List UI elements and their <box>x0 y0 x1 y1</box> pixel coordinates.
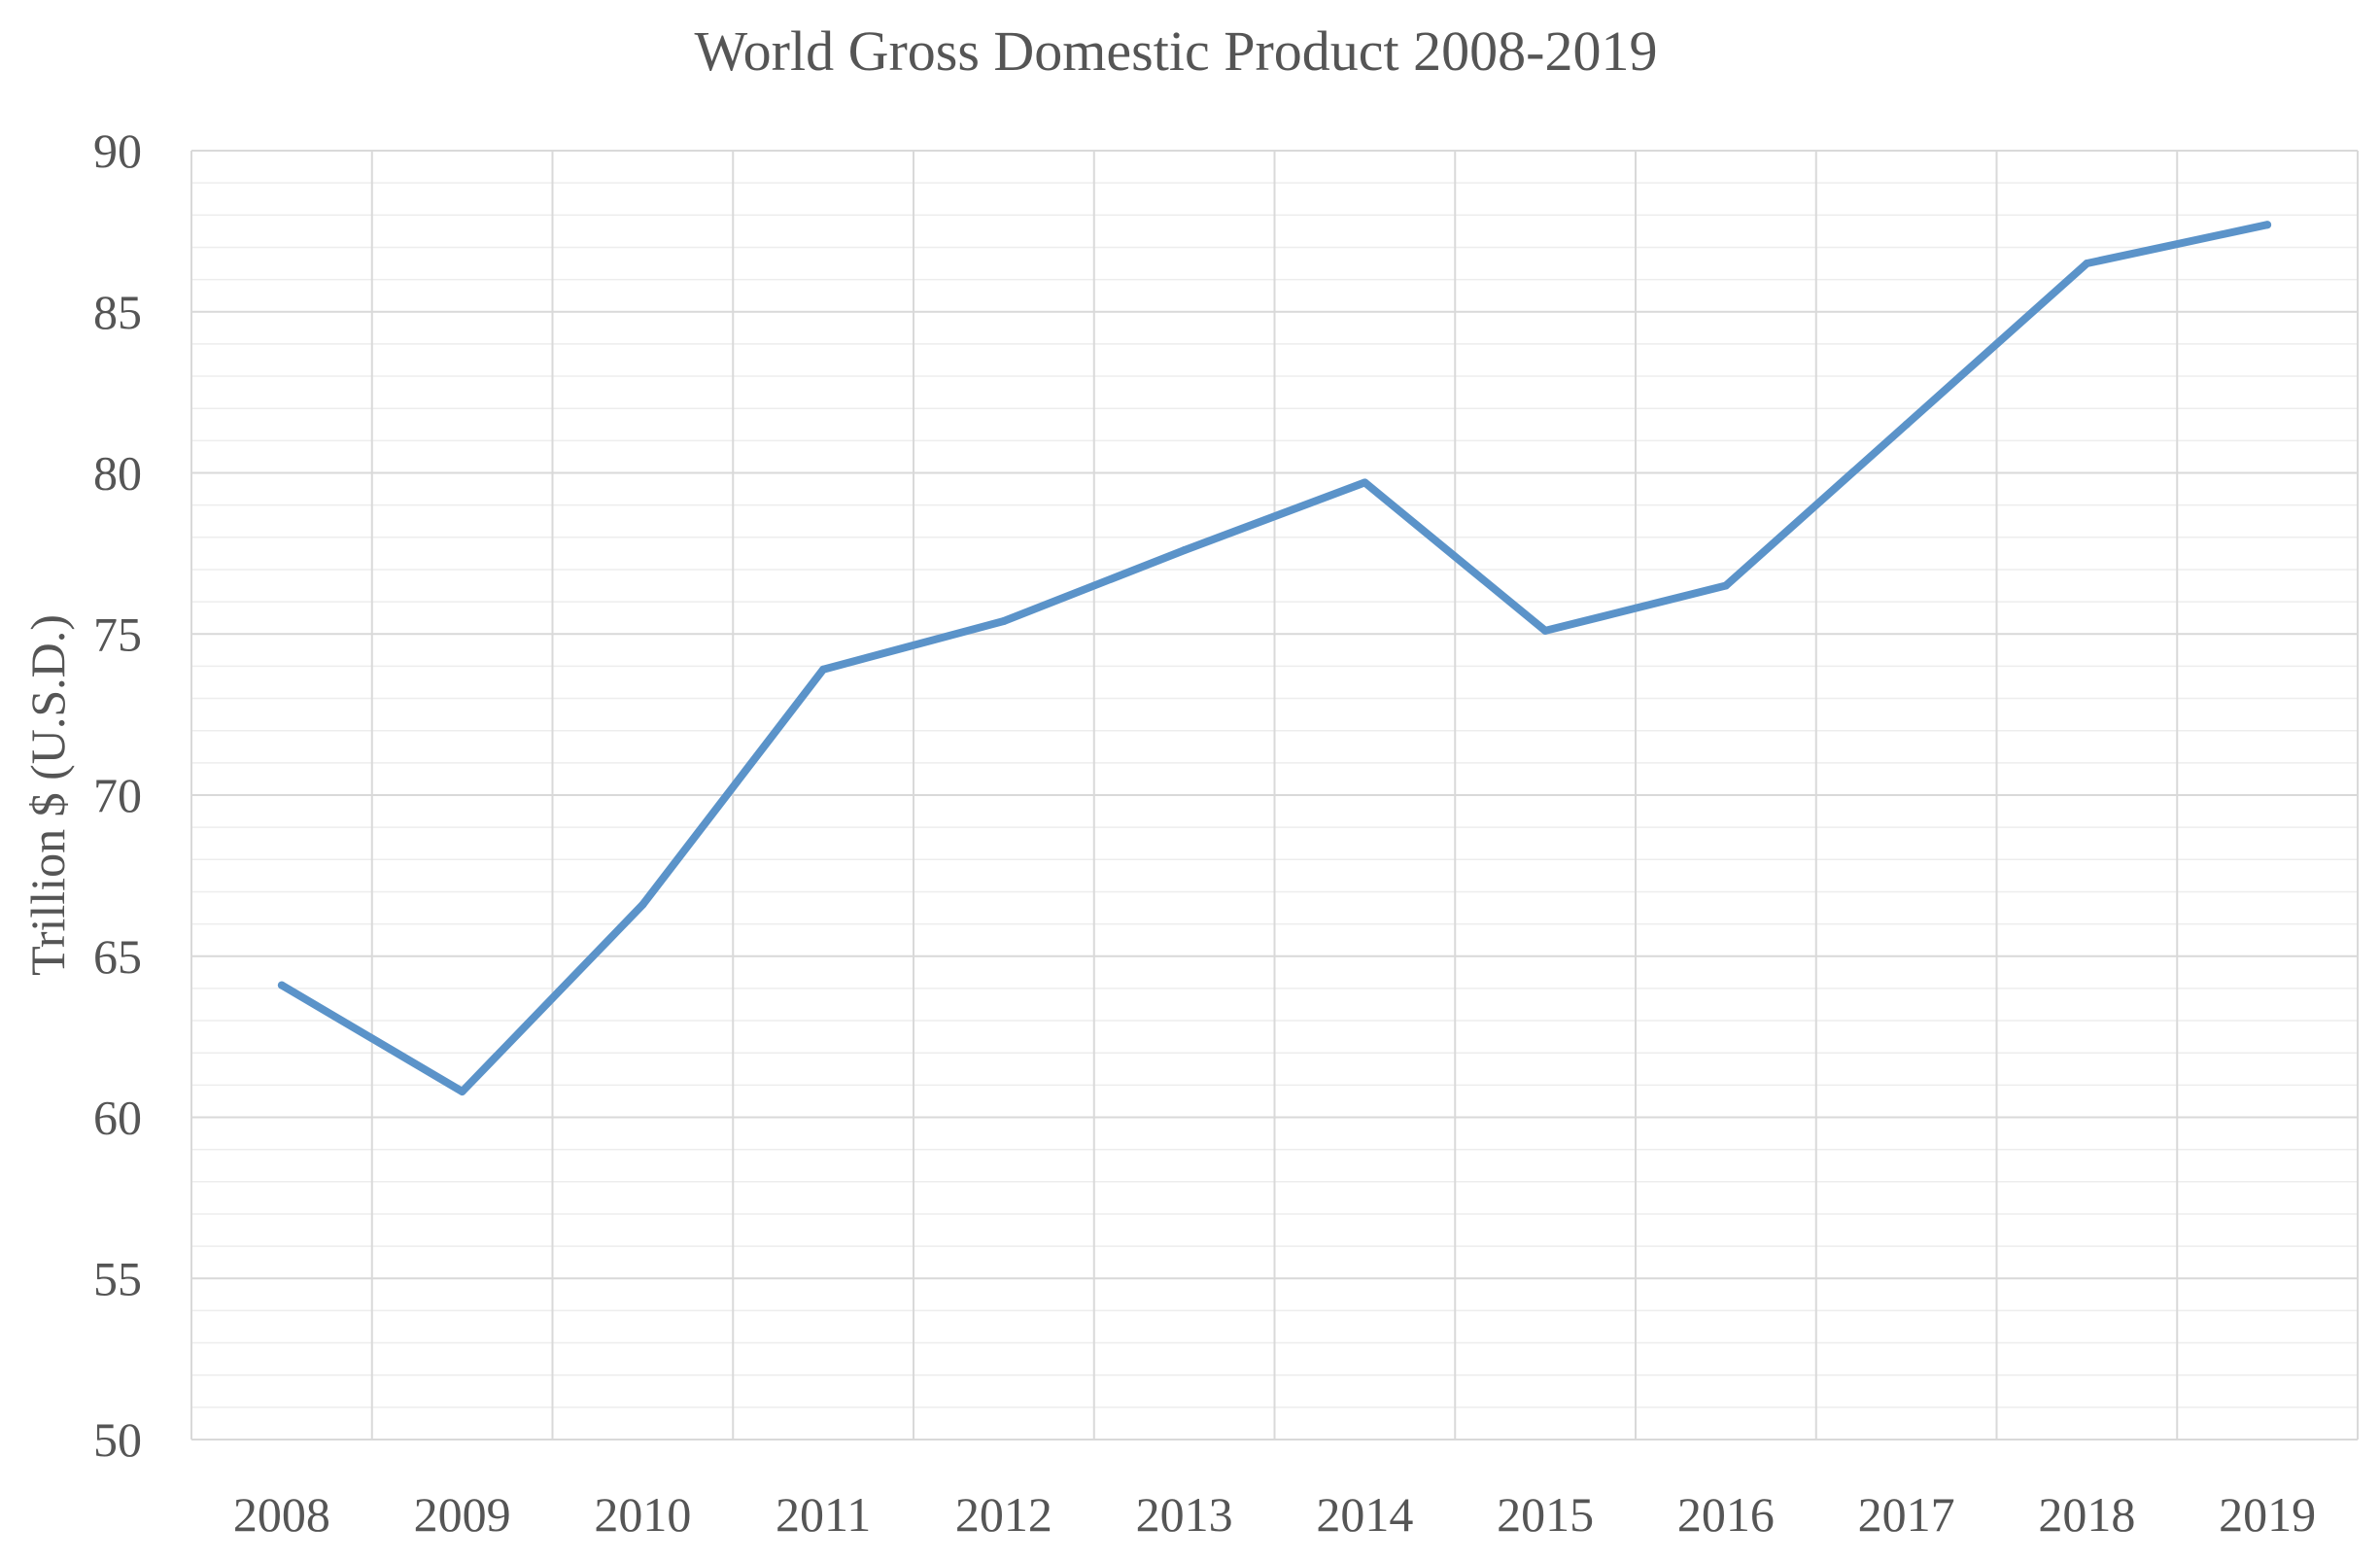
x-tick-label: 2016 <box>1677 1487 1775 1542</box>
data-point <box>1541 626 1550 635</box>
x-tick-label: 2011 <box>776 1487 871 1542</box>
x-tick-label: 2014 <box>1316 1487 1413 1542</box>
x-axis-ticks: 2008 2009 2010 2011 2012 2013 2014 2015 2016 2017… <box>233 1487 2316 1542</box>
y-tick-label: 90 <box>93 123 142 178</box>
chart-title: World Gross Domestic Product 2008-2019 <box>695 19 1658 83</box>
y-axis-label: Trillion $ (U.S.D.) <box>20 614 75 976</box>
grid <box>190 150 2359 1441</box>
data-point <box>2263 221 2272 229</box>
data-point <box>638 900 647 909</box>
x-tick-label: 2019 <box>2219 1487 2316 1542</box>
y-tick-label: 85 <box>93 285 142 339</box>
y-tick-label: 80 <box>93 446 142 501</box>
x-tick-label: 2008 <box>233 1487 330 1542</box>
data-point <box>277 981 286 989</box>
data-point <box>999 616 1008 625</box>
data-point <box>1721 581 1730 590</box>
x-tick-label: 2017 <box>1858 1487 1955 1542</box>
x-tick-label: 2018 <box>2038 1487 2135 1542</box>
y-tick-label: 60 <box>93 1091 142 1145</box>
data-point <box>2083 260 2091 268</box>
y-tick-label: 70 <box>93 768 142 822</box>
y-tick-label: 55 <box>93 1251 142 1305</box>
x-tick-label: 2009 <box>414 1487 511 1542</box>
series-line <box>277 221 2272 1095</box>
x-tick-label: 2013 <box>1136 1487 1233 1542</box>
y-tick-label: 50 <box>93 1412 142 1467</box>
data-point <box>1180 546 1189 555</box>
data-point <box>1361 478 1369 487</box>
data-point <box>819 665 828 674</box>
series-layer <box>277 221 2272 1095</box>
data-point <box>458 1087 466 1095</box>
data-point <box>1902 420 1911 429</box>
x-tick-label: 2012 <box>955 1487 1052 1542</box>
y-tick-label: 75 <box>93 607 142 661</box>
y-tick-label: 65 <box>93 929 142 984</box>
y-axis-ticks: 50 55 60 65 70 75 80 85 90 <box>93 123 142 1467</box>
x-tick-label: 2010 <box>594 1487 691 1542</box>
x-tick-label: 2015 <box>1497 1487 1594 1542</box>
